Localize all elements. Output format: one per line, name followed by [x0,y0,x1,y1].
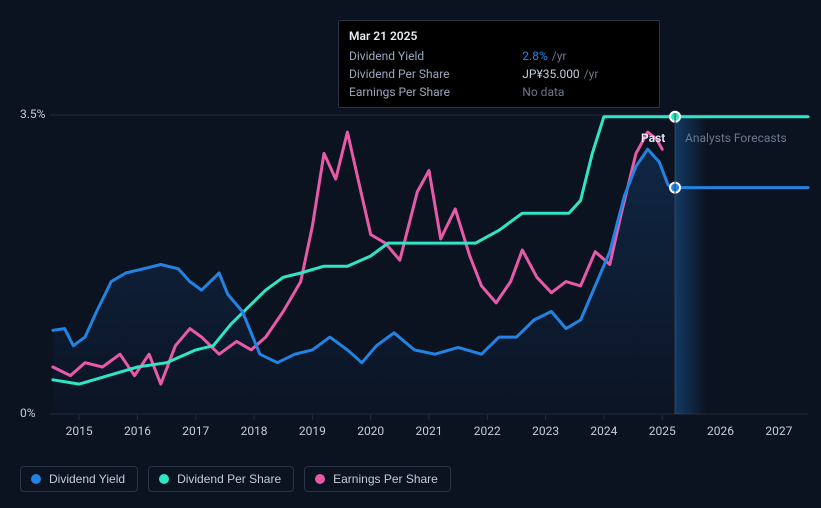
tooltip-row: Earnings Per ShareNo data [349,83,649,101]
legend-dot-icon [159,474,169,484]
y-tick-label: 3.5% [20,107,45,121]
tooltip-row-value: JP¥35.000/yr [504,65,649,83]
tooltip-row-value: No data [504,83,649,101]
tooltip-row-label: Earnings Per Share [349,83,504,101]
x-tick-label: 2026 [707,424,734,438]
x-tick-label: 2015 [66,424,93,438]
legend-item-label: Dividend Per Share [177,472,281,486]
x-tick-label: 2017 [182,424,209,438]
x-tick-label: 2021 [416,424,443,438]
tooltip-row: Dividend Yield2.8%/yr [349,47,649,65]
chart-tooltip: Mar 21 2025 Dividend Yield2.8%/yrDividen… [338,20,660,108]
legend-item-dividend-yield[interactable]: Dividend Yield [20,466,138,492]
x-tick-label: 2027 [765,424,792,438]
tooltip-row-label: Dividend Per Share [349,65,504,83]
chart-container: 0% 3.5% 2015 2016 2017 2018 2019 2020 2021 2022 2… [0,0,821,508]
x-tick-label: 2025 [649,424,676,438]
x-tick-label: 2024 [590,424,617,438]
legend-item-label: Dividend Yield [49,472,125,486]
x-tick-label: 2023 [532,424,559,438]
tooltip-row-value: 2.8%/yr [504,47,649,65]
tooltip-date: Mar 21 2025 [349,27,649,47]
x-tick-label: 2018 [241,424,268,438]
legend-item-earnings-per-share[interactable]: Earnings Per Share [304,466,451,492]
x-tick-label: 2019 [299,424,326,438]
x-tick-label: 2016 [124,424,151,438]
divider-future-label: Analysts Forecasts [685,131,787,145]
tooltip-row-label: Dividend Yield [349,47,504,65]
y-tick-label: 0% [20,406,36,420]
x-tick-label: 2022 [474,424,501,438]
legend-item-dividend-per-share[interactable]: Dividend Per Share [148,466,294,492]
tooltip-row: Dividend Per ShareJP¥35.000/yr [349,65,649,83]
tooltip-table: Dividend Yield2.8%/yrDividend Per ShareJ… [349,47,649,101]
legend-item-label: Earnings Per Share [333,472,438,486]
chart-legend: Dividend Yield Dividend Per Share Earnings… [20,466,451,492]
legend-dot-icon [31,474,41,484]
divider-past-label: Past [641,131,665,145]
legend-dot-icon [315,474,325,484]
x-tick-label: 2020 [357,424,384,438]
